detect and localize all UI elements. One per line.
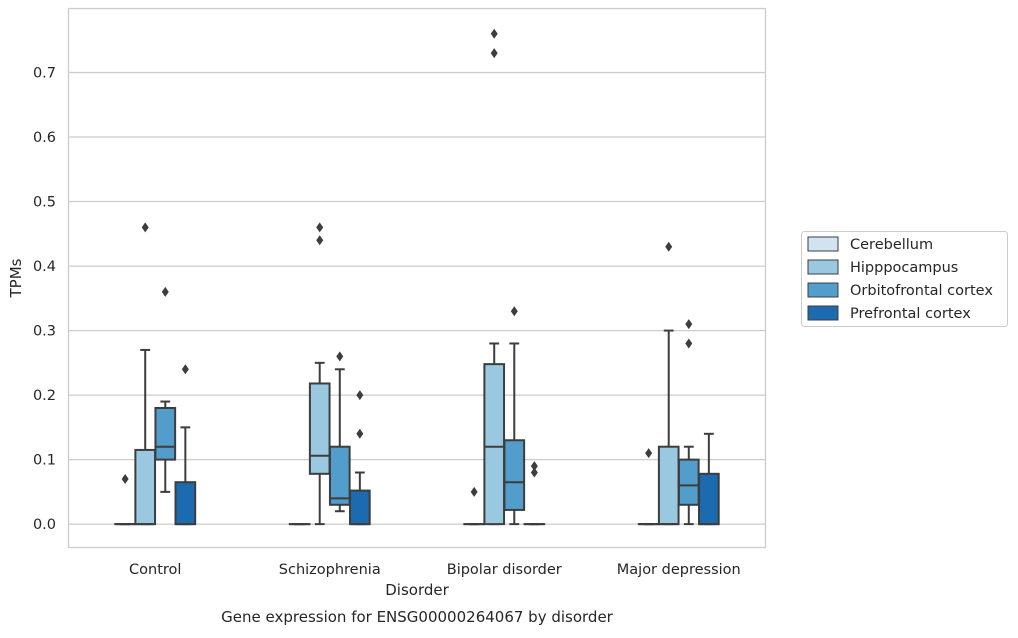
- outlier-point: [511, 306, 518, 316]
- y-tick-label: 0.2: [33, 388, 56, 404]
- box: [484, 364, 504, 524]
- legend-swatch: [808, 237, 838, 251]
- x-axis-label: Disorder: [385, 581, 449, 599]
- box: [135, 450, 155, 524]
- chart-caption: Gene expression for ENSG00000264067 by d…: [221, 608, 614, 626]
- x-tick-label: Schizophrenia: [279, 562, 381, 578]
- y-axis-ticks: 0.0 0.1 0.2 0.3 0.4 0.5 0.6 0.7: [33, 66, 56, 534]
- y-tick-label: 0.5: [33, 195, 56, 211]
- box-group: [310, 222, 330, 524]
- outlier-point: [685, 338, 692, 348]
- outlier-point: [162, 287, 169, 297]
- box-group: [330, 351, 350, 511]
- y-tick-label: 0.7: [33, 66, 56, 82]
- legend-swatch: [808, 260, 838, 274]
- legend-swatch: [808, 283, 838, 297]
- box: [679, 460, 699, 505]
- outlier-point: [491, 48, 498, 58]
- box-group: [699, 434, 719, 524]
- box-group: [525, 461, 545, 524]
- box: [176, 482, 196, 524]
- outlier-point: [531, 461, 538, 471]
- box: [155, 408, 175, 460]
- y-tick-label: 0.0: [33, 517, 56, 533]
- legend-label: Hipppocampus: [850, 260, 958, 276]
- outlier-point: [316, 222, 323, 232]
- outlier-point: [142, 222, 149, 232]
- box-group: [115, 474, 135, 524]
- box: [350, 491, 370, 525]
- legend-label: Orbitofrontal cortex: [850, 283, 993, 299]
- outlier-point: [665, 242, 672, 252]
- box-group: [464, 487, 484, 524]
- box: [330, 447, 350, 505]
- outlier-point: [316, 235, 323, 245]
- outlier-point: [685, 319, 692, 329]
- legend-label: Cerebellum: [850, 237, 933, 253]
- box-group: [155, 287, 175, 492]
- legend-label: Prefrontal cortex: [850, 306, 971, 322]
- box-group: [484, 29, 504, 524]
- legend: Cerebellum Hipppocampus Orbitofrontal cort…: [802, 232, 1008, 327]
- outlier-point: [491, 29, 498, 39]
- y-tick-label: 0.4: [33, 259, 56, 275]
- box-group: [135, 222, 155, 524]
- box-group: [679, 319, 699, 524]
- outlier-point: [471, 487, 478, 497]
- outlier-point: [356, 390, 363, 400]
- y-tick-label: 0.1: [33, 453, 56, 469]
- y-tick-label: 0.3: [33, 324, 56, 340]
- x-tick-label: Bipolar disorder: [447, 562, 562, 578]
- box: [504, 440, 524, 510]
- x-tick-label: Control: [129, 562, 181, 578]
- box: [699, 474, 719, 524]
- outlier-point: [645, 448, 652, 458]
- box-group: [350, 390, 370, 524]
- box: [659, 447, 679, 524]
- legend-swatch: [808, 306, 838, 320]
- x-axis-ticks: Control Schizophrenia Bipolar disorder Majo…: [129, 562, 741, 578]
- outlier-point: [122, 474, 129, 484]
- box-group: [504, 306, 524, 524]
- x-tick-label: Major depression: [617, 562, 741, 578]
- y-tick-label: 0.6: [33, 130, 56, 146]
- box-group: [176, 364, 196, 524]
- boxes: [115, 29, 718, 524]
- outlier-point: [182, 364, 189, 374]
- outlier-point: [336, 351, 343, 361]
- box: [310, 383, 330, 473]
- y-axis-label: TPMs: [7, 258, 25, 298]
- box-group: [659, 242, 679, 524]
- outlier-point: [356, 429, 363, 439]
